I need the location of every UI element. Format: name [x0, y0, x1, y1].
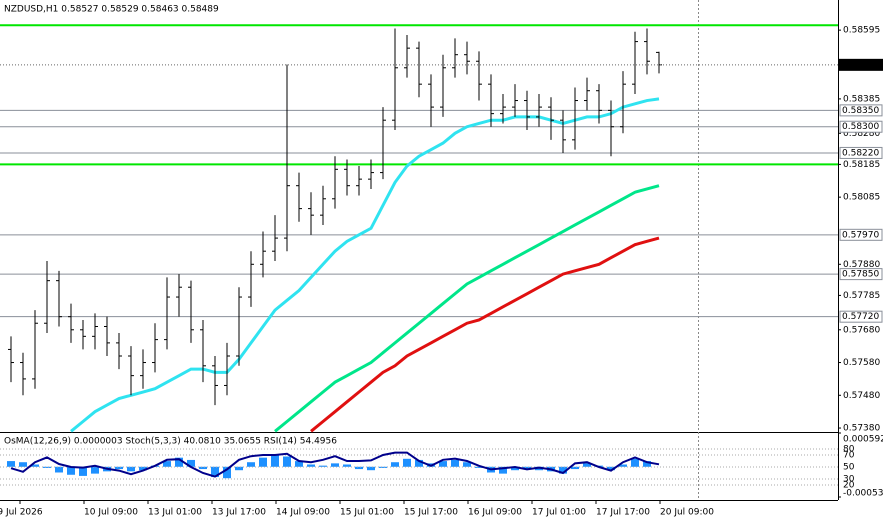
level-box — [839, 228, 883, 241]
osma-bar — [199, 466, 207, 470]
osma-bar — [343, 464, 351, 467]
osma-bar — [43, 466, 51, 468]
level-label: 0.58350 — [842, 106, 879, 116]
chart-title: NZDUSD,H1 0.58527 0.58529 0.58463 0.5848… — [4, 5, 219, 15]
time-label: 9 Jul 2026 — [0, 508, 43, 518]
osma-bar — [391, 462, 399, 467]
osma-bar — [499, 466, 507, 474]
osma-tick-label: 0.0005926 — [843, 435, 883, 445]
y-tick-label: 0.57680 — [843, 325, 880, 335]
osma-bar — [631, 458, 639, 467]
osma-bar — [31, 464, 39, 467]
osma-bar — [187, 459, 195, 467]
osma-bar — [79, 466, 87, 476]
osma-bar — [67, 466, 75, 475]
level-label: 0.58300 — [842, 122, 879, 132]
osma-bar — [355, 466, 363, 470]
osma-bar — [283, 456, 291, 467]
osma-bar — [475, 466, 483, 468]
time-label: 16 Jul 09:00 — [468, 508, 522, 518]
osma-bar — [643, 461, 651, 467]
last-price-label: 0.58489 — [842, 60, 879, 70]
osma-bar — [211, 466, 219, 478]
level-label: 0.58220 — [842, 148, 879, 158]
osc-tick-label: 50 — [843, 463, 855, 473]
osma-bar — [331, 463, 339, 467]
osma-bar — [559, 466, 567, 474]
rsi-line — [10, 451, 660, 478]
osma-bar — [235, 466, 243, 471]
osma-bar — [271, 455, 279, 467]
time-label: 20 Jul 09:00 — [660, 508, 714, 518]
osc-tick-label: 70 — [843, 451, 855, 461]
osc-tick-label: 30 — [843, 475, 855, 485]
osma-bar — [247, 462, 255, 467]
osma-bar — [223, 466, 231, 479]
y-tick-label: 0.58595 — [843, 26, 880, 36]
y-tick-label: 0.57880 — [843, 260, 880, 270]
time-label: 17 Jul 17:00 — [596, 508, 650, 518]
y-tick-label: 0.57580 — [843, 358, 880, 368]
osma-bar — [523, 466, 531, 470]
level-box — [839, 146, 883, 159]
osma-bar — [115, 466, 123, 470]
osma-bar — [415, 459, 423, 467]
osma-bar — [139, 466, 147, 471]
level-box — [839, 310, 883, 323]
osma-bar — [127, 466, 135, 472]
time-label: 15 Jul 17:00 — [404, 508, 458, 518]
osma-bar — [463, 462, 471, 467]
osma-bar — [259, 457, 267, 467]
level-box — [839, 120, 883, 133]
y-tick-label: 0.57380 — [843, 424, 880, 434]
osma-bar — [619, 464, 627, 467]
moving-average — [274, 184, 660, 433]
level-label: 0.57970 — [842, 230, 879, 240]
moving-average — [70, 97, 660, 433]
osma-bar — [19, 462, 27, 467]
osma-bar — [379, 466, 387, 468]
time-label: 15 Jul 01:00 — [340, 508, 394, 518]
osma-bar — [163, 461, 171, 467]
osma-bar — [91, 466, 99, 474]
osc-tick-label: 80 — [843, 445, 855, 455]
osma-bar — [55, 466, 63, 473]
level-label: 0.57720 — [842, 312, 879, 322]
level-box — [839, 104, 883, 117]
osma-bar — [7, 461, 15, 467]
time-label: 10 Jul 09:00 — [84, 508, 138, 518]
osma-tick-label: -0.00053 — [843, 489, 883, 499]
moving-average — [310, 236, 660, 433]
osma-bar — [571, 466, 579, 470]
y-tick-label: 0.58385 — [843, 94, 880, 104]
osma-bar — [511, 466, 519, 471]
time-label: 17 Jul 01:00 — [532, 508, 586, 518]
osma-bar — [439, 461, 447, 467]
osma-bar — [307, 464, 315, 467]
osma-bar — [583, 463, 591, 467]
level-label: 0.57850 — [842, 270, 879, 280]
y-tick-label: 0.58185 — [843, 160, 880, 170]
time-label: 14 Jul 09:00 — [276, 508, 330, 518]
osma-bar — [403, 458, 411, 467]
y-tick-label: 0.58280 — [843, 129, 880, 139]
level-box — [839, 268, 883, 281]
time-label: 13 Jul 01:00 — [148, 508, 202, 518]
osma-bar — [175, 457, 183, 467]
osma-bar — [295, 461, 303, 467]
indicator-title: OsMA(12,26,9) 0.0000003 Stoch(5,3,3) 40.… — [4, 437, 337, 447]
y-tick-label: 0.57480 — [843, 391, 880, 401]
osc-tick-label: 20 — [843, 481, 855, 491]
last-price-box — [839, 58, 883, 71]
osma-bar — [367, 466, 375, 471]
osma-bar — [607, 466, 615, 471]
osma-bar — [319, 465, 327, 467]
time-label: 13 Jul 17:00 — [212, 508, 266, 518]
y-tick-label: 0.57785 — [843, 291, 880, 301]
y-tick-label: 0.58085 — [843, 193, 880, 203]
osma-bar — [451, 459, 459, 467]
